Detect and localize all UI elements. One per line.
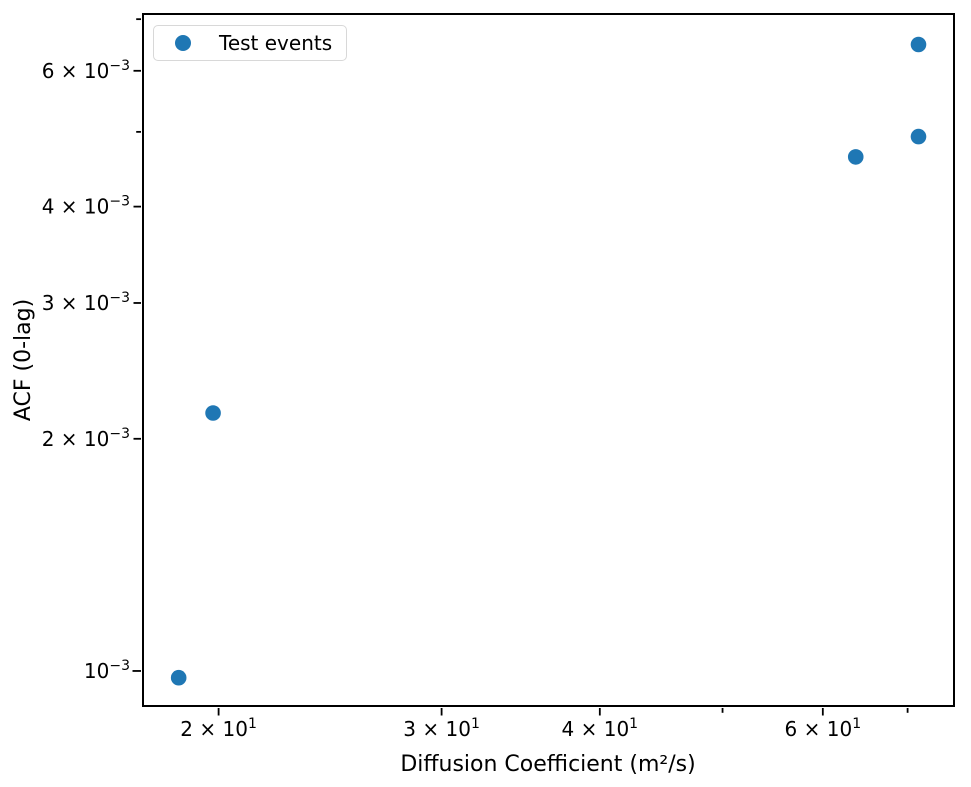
legend-label: Test events xyxy=(219,31,333,55)
x-axis-label: Diffusion Coefficient (m²/s) xyxy=(400,752,695,777)
y-axis-label: ACF (0-lag) xyxy=(11,299,36,421)
x-tick-label: 4 × 101 xyxy=(562,716,639,741)
data-point xyxy=(847,149,864,165)
y-tick-label: 4 × 10−3 xyxy=(42,194,130,219)
x-tick-label: 6 × 101 xyxy=(785,716,862,741)
legend: Test events xyxy=(153,25,347,61)
y-tick-label: 6 × 10−3 xyxy=(42,58,130,83)
data-point xyxy=(205,405,221,421)
tick-labels-layer: 2 × 101 3 × 101 4 × 101 6 × 101 10−3 2 × 10−3… xyxy=(42,58,861,741)
data-points-layer xyxy=(170,36,927,686)
axes-frame xyxy=(142,13,955,707)
y-tick-label: 3 × 10−3 xyxy=(42,290,130,315)
y-tick-label: 10−3 xyxy=(84,658,130,683)
legend-marker-circle-icon xyxy=(175,35,191,51)
ticks-layer xyxy=(132,18,909,716)
x-tick-label: 3 × 101 xyxy=(403,716,480,741)
y-tick-label: 2 × 10−3 xyxy=(42,426,130,451)
data-point xyxy=(910,128,927,145)
data-point xyxy=(170,669,187,686)
x-tick-label: 2 × 101 xyxy=(180,716,257,741)
data-point xyxy=(910,36,927,53)
